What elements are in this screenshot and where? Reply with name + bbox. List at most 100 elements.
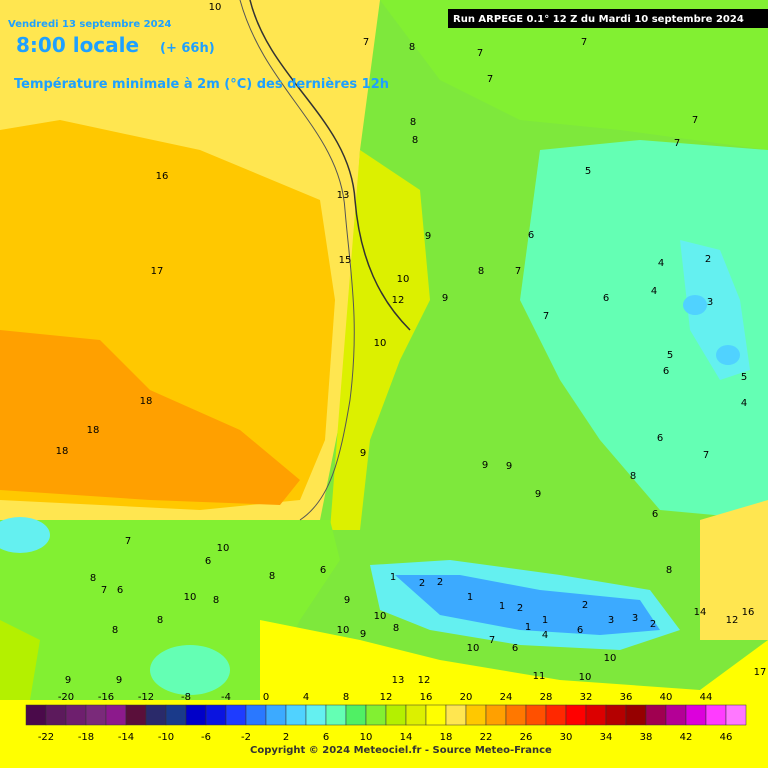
contour-label: 8 — [213, 595, 219, 606]
contour-label: 9 — [482, 460, 488, 471]
colorbar-tick-label: 46 — [720, 732, 733, 743]
colorbar-cell — [405, 704, 427, 726]
contour-label: 7 — [543, 311, 549, 322]
colorbar-cell — [525, 704, 547, 726]
colorbar-tick-label: 26 — [520, 732, 533, 743]
contour-label: 10 — [337, 625, 350, 636]
colorbar-cell — [305, 704, 327, 726]
time: 8:00 locale — [16, 33, 139, 57]
contour-label: 18 — [56, 446, 69, 457]
contour-label: 10 — [467, 643, 480, 654]
colorbar-tick-label: 18 — [440, 732, 453, 743]
contour-label: 2 — [517, 603, 523, 614]
date: Vendredi 13 septembre 2024 — [8, 19, 172, 30]
colorbar-cell — [125, 704, 147, 726]
contour-label: 6 — [652, 509, 658, 520]
colorbar-cell — [345, 704, 367, 726]
colorbar-tick-label: 38 — [640, 732, 653, 743]
colorbar-tick-label: 8 — [343, 692, 349, 703]
contour-label: 9 — [360, 629, 366, 640]
cold-spot — [716, 345, 740, 365]
contour-label: 10 — [217, 543, 230, 554]
contour-label: 10 — [209, 2, 222, 13]
isoline — [239, 0, 355, 521]
contour-label: 9 — [425, 231, 431, 242]
colorbar-cell — [425, 704, 447, 726]
contour-label: 10 — [579, 672, 592, 683]
contour-label: 10 — [397, 274, 410, 285]
colorbar-tick-label: 0 — [263, 692, 269, 703]
colorbar-tick-label: -18 — [78, 732, 94, 743]
contour-label: 8 — [409, 42, 415, 53]
contour-label: 7 — [489, 635, 495, 646]
contour-label: 9 — [442, 293, 448, 304]
colorbar-cell — [505, 704, 527, 726]
colorbar-tick-label: 28 — [540, 692, 553, 703]
contour-label: 1 — [525, 622, 531, 633]
colorbar-cell — [665, 704, 687, 726]
contour-label: 8 — [393, 623, 399, 634]
colorbar-tick-label: -2 — [241, 732, 251, 743]
colorbar-cell — [725, 704, 747, 726]
colorbar-tick-label: 14 — [400, 732, 413, 743]
contour-label: 16 — [156, 171, 169, 182]
contour-label: 6 — [528, 230, 534, 241]
contour-label: 4 — [741, 398, 747, 409]
contour-label: 4 — [542, 630, 548, 641]
run-box — [448, 9, 768, 28]
contour-label: 16 — [742, 607, 755, 618]
colorbar-tick-label: -20 — [58, 692, 74, 703]
colorbar-cell — [145, 704, 167, 726]
contour-label: 7 — [703, 450, 709, 461]
colorbar-tick-label: 24 — [500, 692, 513, 703]
contour-label: 7 — [581, 37, 587, 48]
contour-label: 9 — [360, 448, 366, 459]
colorbar-tick-label: 4 — [303, 692, 309, 703]
contour-label: 10 — [184, 592, 197, 603]
south-land — [0, 520, 340, 700]
contour-label: 2 — [582, 600, 588, 611]
contour-label: 8 — [157, 615, 163, 626]
contour-label: 6 — [320, 565, 326, 576]
colorbar-tick-label: -22 — [38, 732, 54, 743]
colorbar-cell — [585, 704, 607, 726]
east-cool — [520, 140, 768, 520]
contour-label: 1 — [390, 572, 396, 583]
colorbar-tick-label: 30 — [560, 732, 573, 743]
contour-label: 7 — [363, 37, 369, 48]
contour-label: 4 — [651, 286, 657, 297]
contour-label: 3 — [632, 613, 638, 624]
contour-label: 6 — [205, 556, 211, 567]
colorbar-cell — [185, 704, 207, 726]
contour-label: 14 — [694, 607, 707, 618]
alps-cold — [395, 575, 660, 635]
colorbar-tick-label: 22 — [480, 732, 493, 743]
south-coast — [260, 620, 768, 700]
colorbar-cell — [65, 704, 87, 726]
colorbar-tick-label: -4 — [221, 692, 231, 703]
contour-label: 9 — [65, 675, 71, 686]
colorbar-tick-label: 40 — [660, 692, 673, 703]
colorbar-tick-label: -8 — [181, 692, 191, 703]
contour-label: 7 — [101, 585, 107, 596]
contour-label: 3 — [608, 615, 614, 626]
contour-label: 2 — [419, 578, 425, 589]
colorbar-cell — [325, 704, 347, 726]
contour-label: 5 — [741, 372, 747, 383]
contour-label: 2 — [437, 577, 443, 588]
colorbar-cell — [245, 704, 267, 726]
contour-label: 6 — [577, 625, 583, 636]
colorbar-cell — [445, 704, 467, 726]
run-text: Run ARPEGE 0.1° 12 Z du Mardi 10 septemb… — [453, 14, 744, 25]
contour-label: 8 — [412, 135, 418, 146]
colorbar-cell — [545, 704, 567, 726]
colorbar-tick-label: 36 — [620, 692, 633, 703]
east-cold — [680, 240, 750, 380]
colorbar-tick-label: 6 — [323, 732, 329, 743]
contour-label: 13 — [337, 190, 350, 201]
colorbar-cell — [685, 704, 707, 726]
contour-label: 2 — [705, 254, 711, 265]
south-warm — [0, 620, 40, 700]
copyright: Copyright © 2024 Meteociel.fr - Source M… — [250, 745, 552, 756]
